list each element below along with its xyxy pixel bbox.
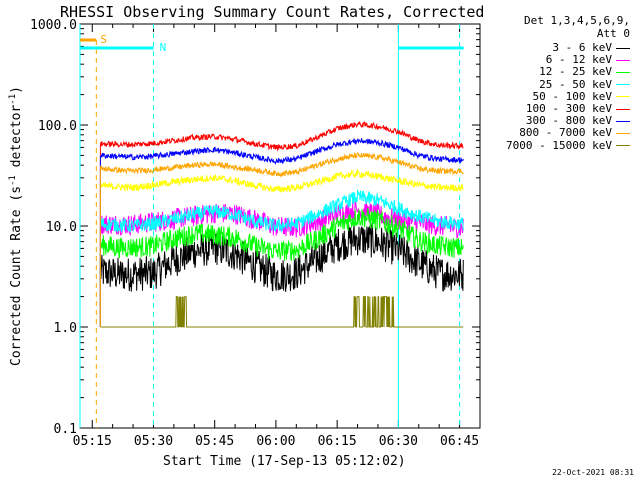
legend-entry: 3 - 6 keV [552,41,630,54]
series-line-5 [99,121,464,327]
y-tick-label: 10.0 [46,220,77,235]
legend-swatch [616,132,630,134]
y-tick-label: 100.0 [38,119,77,134]
x-tick-label: 06:00 [256,434,295,449]
legend-header-line-2: Att 0 [596,27,630,40]
y-axis-label-part: ) [9,86,24,94]
legend-swatch [616,59,630,61]
chart-title: RHESSI Observing Summary Count Rates, Co… [60,3,485,21]
series-line-7 [99,152,464,327]
legend-entry: 300 - 800 keV [526,114,630,127]
series-line-8 [100,296,464,328]
y-tick-label: 1000.0 [30,18,77,33]
series-line-0 [99,223,464,327]
legend-swatch [616,120,630,122]
generation-timestamp: 22-Oct-2021 08:31 [552,468,634,477]
legend-entry: 6 - 12 keV [546,53,630,66]
x-tick-label: 05:30 [134,434,173,449]
legend-entry: 7000 - 15000 keV [506,139,630,152]
legend-entry: 25 - 50 keV [539,78,630,91]
legend-label: 7000 - 15000 keV [506,138,612,152]
legend-entry: 50 - 100 keV [533,90,630,103]
legend-label: 50 - 100 keV [532,89,612,103]
y-tick-label: 1.0 [54,321,77,336]
y-axis-label: Corrected Count Rate (s-1 detector-1) [8,86,24,366]
legend-entry: 100 - 300 keV [526,102,630,115]
legend-swatch [616,108,630,110]
legend-label: 3 - 6 keV [552,41,612,54]
x-tick-label: 06:15 [318,434,357,449]
legend-swatch [616,71,630,73]
legend-label: 300 - 800 keV [525,114,612,128]
y-axis-label-part: -1 [8,94,18,105]
x-tick-label: 05:45 [195,434,234,449]
legend-header-line-1: Det 1,3,4,5,6,9, [524,14,630,27]
legend-label: 800 - 7000 keV [519,126,612,140]
legend-label: 100 - 300 keV [525,102,612,115]
legend-swatch [616,84,630,86]
legend-swatch [616,47,630,49]
x-tick-label: 05:15 [73,434,112,449]
legend-label: 25 - 50 keV [539,77,612,91]
legend-entry: 800 - 7000 keV [519,126,630,139]
legend-label: 12 - 25 keV [539,65,612,79]
night-flag-label: N [160,41,167,54]
y-axis-label-part: Corrected Count Rate (s [9,186,24,366]
x-tick-label: 06:45 [440,434,479,449]
y-axis-label-part: -1 [8,175,18,186]
legend-swatch [616,145,630,147]
series-line-3 [99,189,464,327]
legend-label: 6 - 12 keV [545,53,612,67]
x-tick-label: 06:30 [379,434,418,449]
legend-swatch [616,96,630,98]
legend-entry: 12 - 25 keV [539,65,630,78]
saa-flag-label: S [100,33,107,46]
series-line-2 [99,208,464,327]
series-line-4 [99,168,464,327]
x-axis-label: Start Time (17-Sep-13 05:12:02) [163,454,406,469]
series-line-6 [99,138,464,327]
y-tick-label: 0.1 [54,422,77,437]
y-axis-label-part: detector [9,105,24,176]
